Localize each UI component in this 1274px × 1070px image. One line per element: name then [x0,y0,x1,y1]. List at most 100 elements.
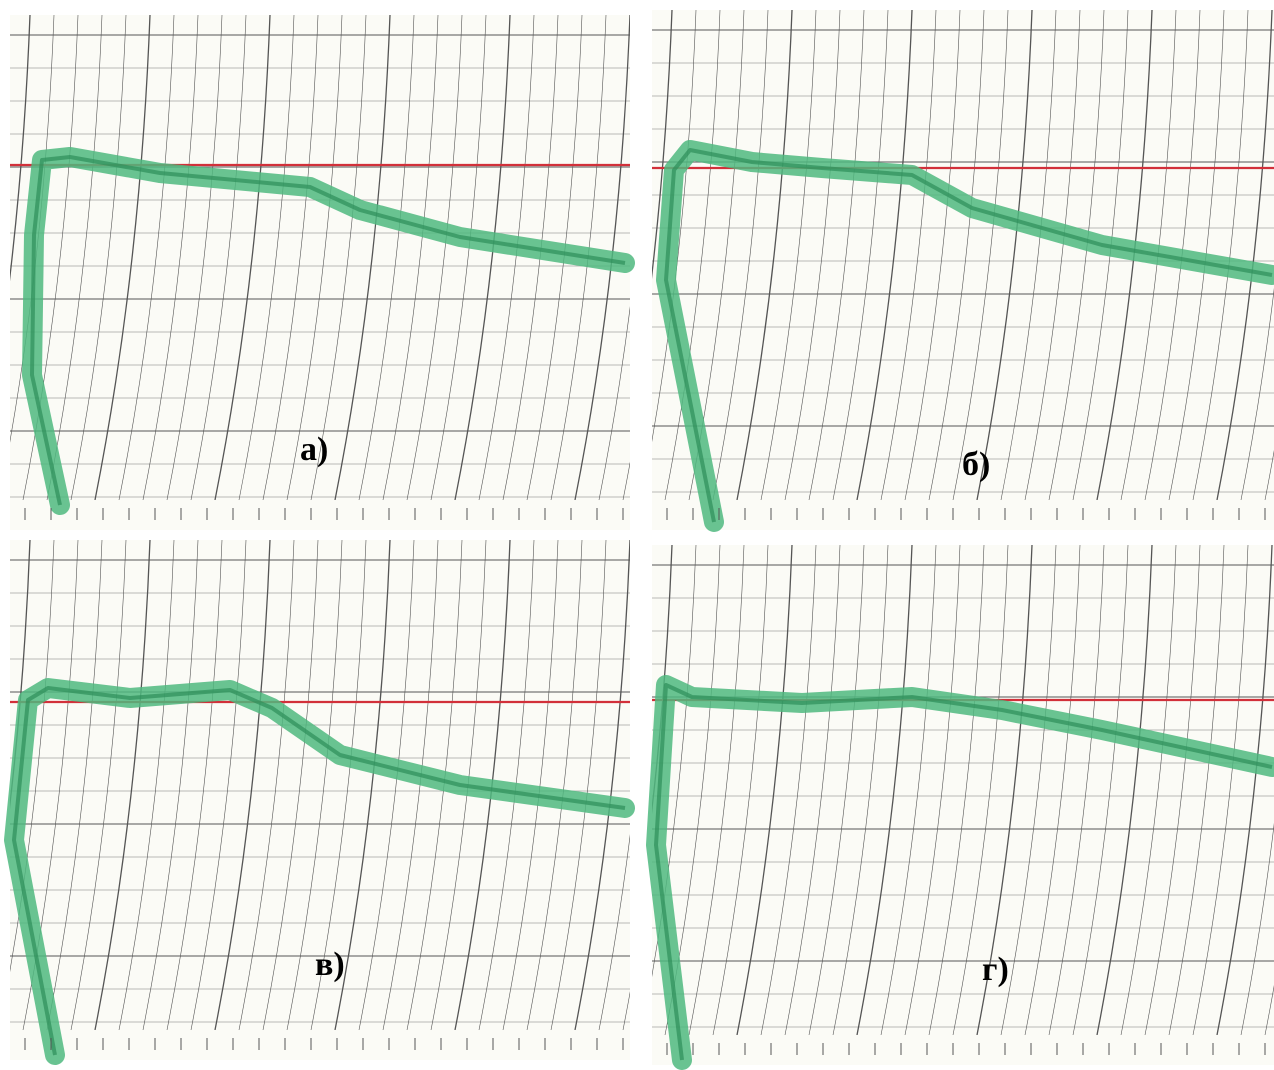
grid-arc [22,15,79,500]
grid-arc [1000,545,1057,1035]
grid-arc [214,15,271,500]
grid-arc [286,540,343,1030]
grid-arc [550,540,607,1030]
grid-arc [310,540,367,1030]
grid-arc [1048,10,1105,500]
grid-arc [142,15,199,500]
grid-arc [832,545,889,1035]
grid-arc [238,540,295,1030]
grid-arc [832,10,889,500]
trace-core [30,155,626,506]
grid-arc [454,15,511,500]
grid-arc [652,545,697,978]
grid-arc [652,10,673,279]
grid-arc [1096,10,1153,500]
grid-arc [46,15,103,500]
grid-arc [142,540,199,1030]
grid-arc [502,15,559,500]
grid-arc [70,15,127,500]
grid-arc [310,15,367,500]
grid-arc [70,540,127,1030]
trace-core [654,683,1273,1061]
grid-arc [166,540,223,1030]
grid-arc [406,15,463,500]
grid [652,10,1274,500]
panel-label: б) [962,446,990,483]
grid-arc [904,10,961,500]
grid-arc [214,540,271,1030]
grid-arc [10,15,31,282]
grid [10,15,630,500]
grid-arc [952,10,1009,500]
grid-arc [1024,10,1081,500]
paper [652,545,1274,1065]
grid-arc [334,15,391,500]
grid-arc [382,15,439,500]
grid-arc [166,15,223,500]
grid-arc [190,540,247,1030]
grid-arc [1168,545,1225,1035]
grid-arc [1144,545,1201,1035]
grid-arc [598,306,630,500]
grid-arc [976,545,1033,1035]
grid-arc [1240,287,1274,500]
grid-arc [712,545,769,1035]
panel-label: г) [982,951,1009,988]
chart-paper: в) [4,540,635,1065]
grid-arc [262,540,319,1030]
grid-arc [760,10,817,500]
panel-label: а) [300,431,328,468]
grid-arc [784,545,841,1035]
grid-arc [334,540,391,1030]
grid [10,540,630,1030]
grid-arc [1072,545,1129,1035]
grid-arc [1024,545,1081,1035]
grid-arc [976,10,1033,500]
grid-arc [46,540,103,1030]
grid-arc [286,15,343,500]
grid-arc [1048,545,1105,1035]
trace-core [664,148,1273,523]
grid-arc [406,540,463,1030]
grid-arc [1000,10,1057,500]
grid-arc [736,10,793,500]
grid-arc [430,15,487,500]
grid-arc [382,540,439,1030]
grid-arc [1120,545,1177,1035]
grid-arc [574,540,630,1030]
grid-arc [1240,822,1274,1035]
panels: а) б) в) г) [4,10,1274,1070]
grid-arc [760,545,817,1035]
grid-arc [928,545,985,1035]
grid-arc [598,833,630,1030]
grid-arc [358,15,415,500]
grid-arc [94,540,151,1030]
grid-arc [688,545,745,1035]
grid-arc [808,10,865,500]
chart-paper: а) [10,15,635,530]
grid-arc [664,10,721,500]
grid-arc [856,10,913,500]
grid-arc [880,545,937,1035]
chart-paper: г) [646,545,1274,1070]
grid-arc [712,10,769,500]
trace-core [12,686,626,1056]
grid-arc [478,15,535,500]
grid-arc [784,10,841,500]
grid-arc [94,15,151,500]
grid-arc [904,545,961,1035]
grid-arc [358,540,415,1030]
chart-paper: б) [652,10,1274,532]
grid-arc [238,15,295,500]
grid-arc [1216,545,1273,1035]
paper [652,10,1274,530]
grid-arc [880,10,937,500]
grid-arc [808,545,865,1035]
grid-arc [928,10,985,500]
panel-label: в) [315,946,345,983]
grid-arc [190,15,247,500]
grid-arc [526,15,583,500]
grid-arc [262,15,319,500]
grid-arc [856,545,913,1035]
